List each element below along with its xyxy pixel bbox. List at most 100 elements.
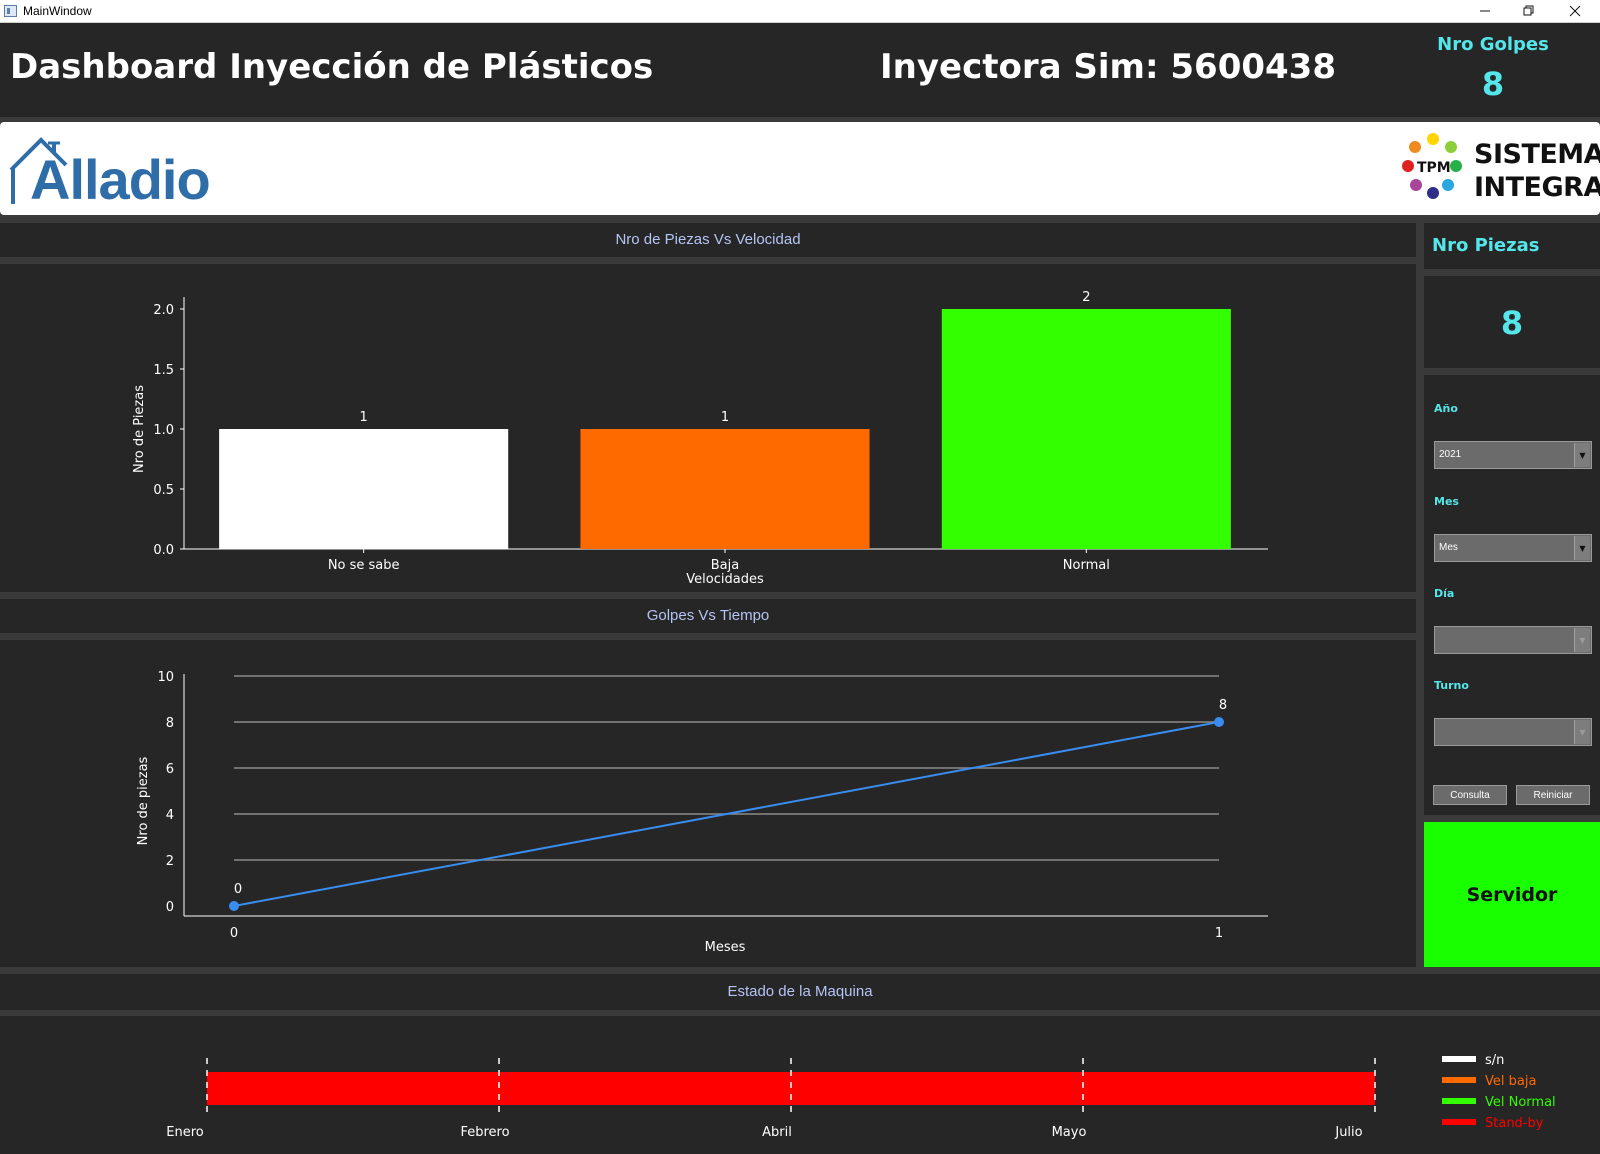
app-icon [4,5,17,17]
house-icon [9,137,68,204]
legend-swatch [1442,1119,1476,1125]
x-tick-label: Abril [762,1125,792,1140]
reiniciar-button[interactable]: Reiniciar [1516,785,1590,805]
state-chart-title: Estado de la Maquina [727,983,873,1000]
minimize-button[interactable] [1463,0,1507,22]
y-tick-label: 1.0 [153,423,174,438]
day-select[interactable]: ▼ [1434,626,1592,654]
month-select-value: Mes [1439,542,1458,553]
tpm-logo-icon [1402,133,1462,199]
point-data-label: 8 [1219,698,1227,713]
chevron-down-icon[interactable]: ▼ [1574,720,1590,744]
x-tick-label: Enero [166,1125,204,1140]
state-chart-panel: Enero Febrero Abril Mayo Julio s/n Vel baja Vel… [0,1016,1600,1154]
month-label: Mes [1434,495,1459,508]
x-tick-label: 1 [1215,926,1223,941]
y-axis-label: Nro de piezas [136,756,151,845]
x-axis-label: Velocidades [686,572,764,587]
line-chart: 0 2 4 6 8 10 0 0 8 1 Meses Nro de piezas [136,670,1268,955]
year-select[interactable]: 2021 ▼ [1434,441,1592,469]
window-title: MainWindow [23,4,92,18]
window-titlebar[interactable]: MainWindow [0,0,1600,23]
bar-no-se-sabe [219,429,509,549]
point-data-label: 0 [234,882,242,897]
shift-label: Turno [1434,679,1469,692]
state-title-panel: Estado de la Maquina [0,974,1600,1010]
sistema-integra-logo: SISTEMA INTEGRA [1474,138,1600,204]
legend-swatch [1442,1077,1476,1083]
bar-data-label: 2 [1082,290,1090,305]
bar-normal [941,309,1231,549]
x-axis-label: Meses [705,940,746,955]
server-label: Servidor [1466,884,1558,906]
consulta-button[interactable]: Consulta [1433,785,1507,805]
bar-chart-panel: 0.0 0.5 1.0 1.5 2.0 1 No se sabe 1 Baja 2 Normal Ve… [0,264,1416,592]
sistema-line: SISTEMA [1474,139,1600,170]
logo-band: Alladio TPM SISTEMA INTEGRA [0,122,1600,215]
bar-chart-title-panel: Nro de Piezas Vs Velocidad [0,223,1416,257]
y-tick-label: 8 [166,716,174,731]
line-chart-panel: 0 2 4 6 8 10 0 0 8 1 Meses Nro de piezas [0,640,1416,967]
x-tick-label: Julio [1334,1125,1362,1140]
line-chart-title-panel: Golpes Vs Tiempo [0,599,1416,633]
y-tick-label: 6 [166,762,174,777]
bar-baja [580,429,870,549]
month-select[interactable]: Mes ▼ [1434,534,1592,562]
legend-swatch [1442,1098,1476,1104]
tpm-label: TPM [1417,160,1451,176]
piezas-label: Nro Piezas [1432,235,1540,256]
series-line [233,721,1220,907]
y-tick-label: 0.0 [153,543,174,558]
year-label: Año [1434,402,1458,415]
piezas-value-panel: 8 [1424,276,1600,368]
data-point [1214,717,1224,727]
x-tick-label: 0 [230,926,238,941]
x-tick-label: Febrero [460,1125,509,1140]
y-axis-label: Nro de Piezas [132,385,147,473]
line-chart-title: Golpes Vs Tiempo [646,607,770,624]
filter-panel: Año 2021 ▼ Mes Mes ▼ Día ▼ Turno ▼ [1424,375,1600,815]
x-tick-label: No se sabe [328,558,400,573]
header: Dashboard Inyección de Plásticos Inyecto… [0,23,1600,117]
legend-swatch [1442,1056,1476,1062]
bar-data-label: 1 [360,410,368,425]
y-tick-label: 4 [166,808,174,823]
restore-button[interactable] [1507,0,1551,22]
page-title: Dashboard Inyección de Plásticos [10,47,654,87]
y-tick-label: 2 [166,854,174,869]
y-tick-label: 1.5 [153,363,174,378]
day-label: Día [1434,587,1455,600]
data-point [229,901,239,911]
legend-label: Vel Normal [1485,1095,1556,1110]
close-button[interactable] [1553,0,1597,22]
legend-label: s/n [1485,1053,1504,1068]
x-tick-label: Baja [711,558,739,573]
y-tick-label: 2.0 [153,303,174,318]
alladio-logo: Alladio [30,148,211,211]
chevron-down-icon[interactable]: ▼ [1574,443,1590,467]
state-chart: Enero Febrero Abril Mayo Julio s/n Vel baja Vel… [166,1053,1556,1140]
bar-data-label: 1 [721,410,729,425]
y-tick-label: 10 [157,670,174,685]
piezas-value: 8 [1500,304,1524,342]
close-icon [1569,5,1581,17]
chevron-down-icon[interactable]: ▼ [1574,628,1590,652]
y-tick-label: 0.5 [153,483,174,498]
y-tick-label: 0 [166,900,174,915]
server-status: Servidor [1424,822,1600,967]
restore-icon [1523,5,1534,16]
legend-label: Stand-by [1485,1116,1544,1131]
golpes-value: 8 [1481,65,1505,103]
shift-select[interactable]: ▼ [1434,718,1592,746]
minimize-icon [1480,10,1490,12]
x-tick-label: Normal [1063,558,1110,573]
year-select-value: 2021 [1439,449,1462,460]
stand-by-bar [207,1072,1375,1105]
machine-title: Inyectora Sim: 5600438 [880,47,1336,87]
piezas-label-panel: Nro Piezas [1424,223,1600,269]
bar-chart-title: Nro de Piezas Vs Velocidad [615,231,801,248]
x-tick-label: Mayo [1052,1125,1087,1140]
golpes-label: Nro Golpes [1437,34,1549,55]
chevron-down-icon[interactable]: ▼ [1574,536,1590,560]
